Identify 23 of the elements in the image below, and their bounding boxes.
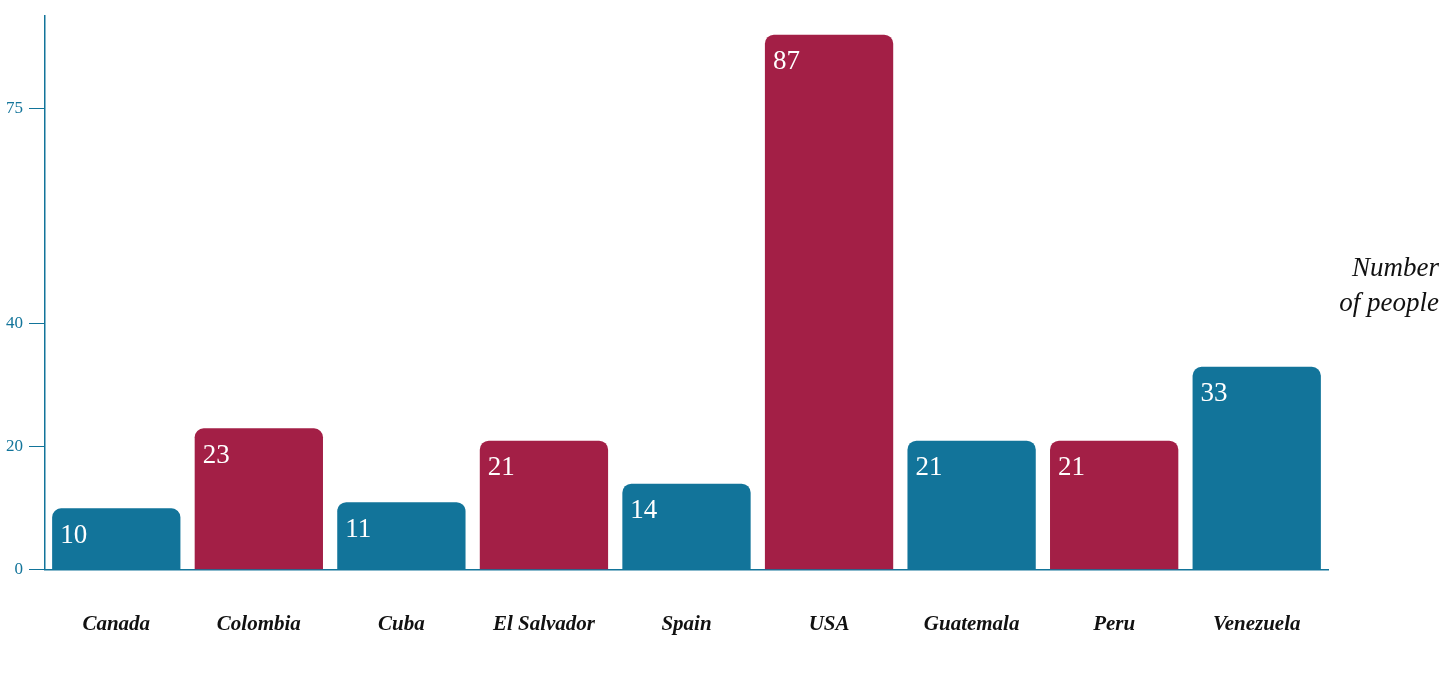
data-label: 21 <box>915 451 943 482</box>
x-tick-label: USA <box>808 610 850 635</box>
data-label: 87 <box>772 45 800 76</box>
data-label: 21 <box>487 451 515 482</box>
x-tick-label: Guatemala <box>923 610 1020 635</box>
data-label: 21 <box>1058 451 1086 482</box>
y-tick-label: 20 <box>6 436 23 456</box>
data-label: 14 <box>630 494 658 525</box>
y-tick-label: 75 <box>6 97 23 117</box>
x-tick-label: Colombia <box>216 610 301 635</box>
y-tick-label: 0 <box>14 559 23 579</box>
data-label: 23 <box>202 438 230 469</box>
data-label: 11 <box>345 512 372 543</box>
data-label: 10 <box>60 518 88 549</box>
x-tick-label: Cuba <box>378 610 425 635</box>
x-tick-label: Spain <box>661 610 712 635</box>
x-tick-label: El Salvador <box>491 610 596 635</box>
y-axis-title: Number of people <box>1339 251 1439 319</box>
x-tick-label: Canada <box>82 610 151 635</box>
y-tick-label: 40 <box>6 313 23 333</box>
x-tick-label: Peru <box>1092 610 1136 635</box>
data-label: 33 <box>1200 377 1228 408</box>
x-tick-label: Venezuela <box>1212 610 1301 635</box>
